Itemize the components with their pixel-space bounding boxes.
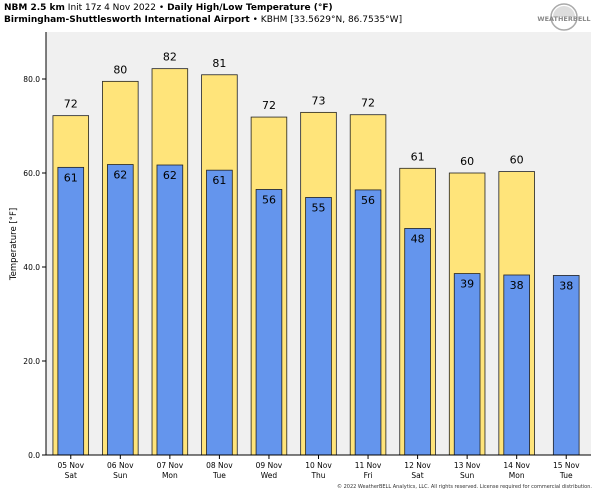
x-tick-date: 13 Nov <box>454 461 481 470</box>
x-tick-weekday: Thu <box>310 471 325 480</box>
x-tick-weekday: Tue <box>559 471 573 480</box>
low-temp-bar <box>305 197 332 456</box>
low-temp-bar <box>404 228 431 456</box>
low-temp-label: 61 <box>212 174 226 187</box>
y-tick-label: 20.0 <box>23 357 40 366</box>
x-tick-date: 14 Nov <box>503 461 530 470</box>
y-tick-label: 0.0 <box>28 451 40 460</box>
high-temp-label: 80 <box>113 63 127 76</box>
x-tick-weekday: Mon <box>162 471 178 480</box>
high-temp-label: 72 <box>361 97 375 110</box>
low-temp-bar <box>107 164 134 456</box>
low-temp-bar <box>57 166 85 456</box>
low-temp-bar <box>255 189 283 456</box>
init-time: Init 17z 4 Nov 2022 <box>67 3 156 13</box>
y-tick-label: 80.0 <box>23 75 40 84</box>
x-tick-weekday: Mon <box>509 471 525 480</box>
x-tick-weekday: Wed <box>261 471 278 480</box>
x-tick-date: 08 Nov <box>206 461 233 470</box>
x-tick-date: 15 Nov <box>553 461 580 470</box>
x-tick-date: 12 Nov <box>404 461 431 470</box>
high-temp-label: 60 <box>510 154 524 167</box>
y-tick-label: 60.0 <box>23 169 40 178</box>
x-tick-weekday: Fri <box>364 471 373 480</box>
high-temp-label: 72 <box>262 99 276 112</box>
separator: • <box>252 15 258 25</box>
logo-text: WEATHERBELL <box>537 15 590 23</box>
low-temp-bar <box>156 164 184 456</box>
low-temp-bar <box>354 189 382 456</box>
low-temp-label: 56 <box>361 194 375 207</box>
chart-header-line-1: NBM 2.5 km Init 17z 4 Nov 2022 • Daily H… <box>4 3 333 13</box>
x-tick-date: 09 Nov <box>256 461 283 470</box>
high-temp-label: 82 <box>163 51 177 64</box>
x-tick-date: 07 Nov <box>157 461 184 470</box>
low-temp-bar <box>206 169 233 456</box>
high-temp-label: 72 <box>64 98 78 111</box>
high-temp-label: 73 <box>312 94 326 107</box>
chart-title: Daily High/Low Temperature (°F) <box>167 3 333 13</box>
x-tick-date: 06 Nov <box>107 461 134 470</box>
weatherbell-logo-icon: WEATHERBELL <box>537 3 591 31</box>
low-temp-label: 55 <box>312 201 326 214</box>
model-name: NBM 2.5 km <box>4 3 65 13</box>
x-tick-weekday: Sun <box>460 471 475 480</box>
station-info: KBHM [33.5629°N, 86.7535°W] <box>260 15 403 25</box>
separator: • <box>158 3 165 13</box>
y-tick-label: 40.0 <box>23 263 40 272</box>
x-tick-weekday: Tue <box>212 471 226 480</box>
high-temp-label: 60 <box>460 155 474 168</box>
low-temp-label: 61 <box>64 171 78 184</box>
y-axis: 0.0 20.0 40.0 60.0 80.0 <box>23 75 46 460</box>
high-temp-label: 61 <box>411 150 425 163</box>
chart-header-line-2: Birmingham-Shuttlesworth International A… <box>4 15 402 25</box>
low-temp-bar <box>503 274 530 456</box>
low-temp-label: 38 <box>510 279 524 292</box>
x-tick-date: 05 Nov <box>57 461 84 470</box>
x-tick-date: 11 Nov <box>355 461 382 470</box>
copyright-notice: © 2022 WeatherBELL Analytics, LLC. All r… <box>337 484 592 490</box>
x-tick-weekday: Sat <box>411 471 423 480</box>
station-name: Birmingham-Shuttlesworth International A… <box>4 15 250 25</box>
x-tick-weekday: Sat <box>65 471 77 480</box>
low-temp-label: 62 <box>113 169 127 182</box>
low-temp-bar <box>453 273 481 456</box>
x-tick-date: 10 Nov <box>305 461 332 470</box>
low-temp-bar <box>552 275 580 456</box>
low-temp-label: 62 <box>163 169 177 182</box>
low-temp-label: 39 <box>460 278 474 291</box>
x-tick-weekday: Sun <box>113 471 128 480</box>
low-temp-label: 38 <box>559 279 573 292</box>
high-temp-label: 81 <box>212 57 226 70</box>
low-temp-label: 48 <box>411 232 425 245</box>
low-temp-label: 56 <box>262 193 276 206</box>
y-axis-label: Temperature [°F] <box>9 208 19 281</box>
